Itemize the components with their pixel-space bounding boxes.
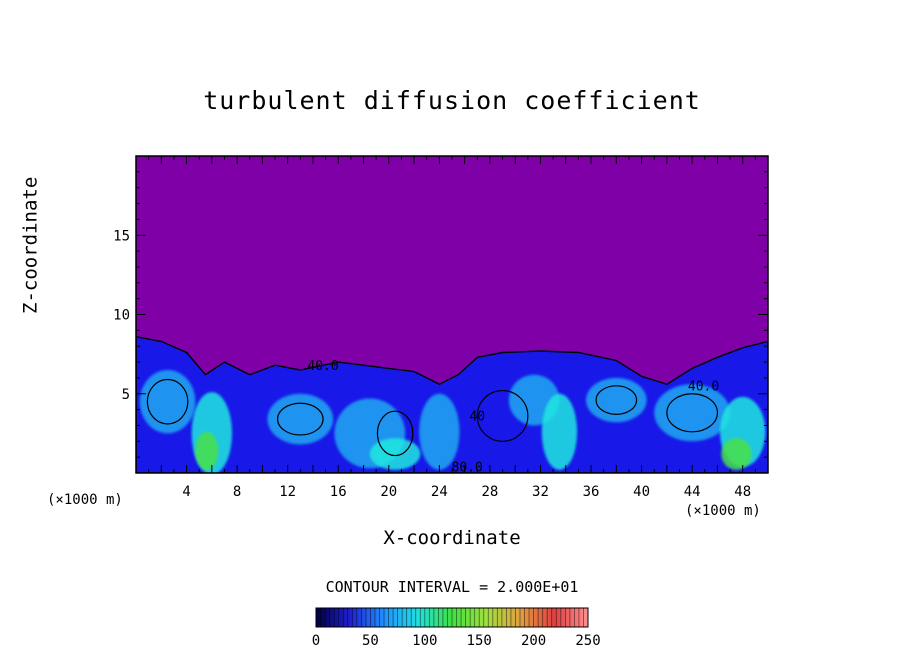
x-tick-label-24: 24 [431,484,448,500]
x-tick-label-28: 28 [481,484,498,500]
x-tick-label-36: 36 [583,484,600,500]
field-blob-9 [585,377,647,423]
colorbar-tick-250: 250 [575,633,600,649]
contour-ring-2 [476,389,529,442]
field-blob-12 [721,438,752,470]
contour-label-3: 80.0 [452,460,483,475]
contour-ring-0 [146,378,189,425]
contour-ring-1 [276,402,324,436]
colorbar-tick-0: 0 [312,633,320,649]
x-tick-label-16: 16 [330,484,347,500]
contour-interval-text: CONTOUR INTERVAL = 2.000E+01 [325,578,579,596]
y-tick-label-10: 10 [113,308,130,324]
field-blob-10 [654,384,731,442]
x-tick-label-32: 32 [532,484,549,500]
contour-ring-4 [666,393,719,433]
field-blob-8 [541,393,578,470]
contour-label-2: 40 [469,410,485,425]
y-tick-label-5: 5 [122,387,130,403]
plot-area [136,156,768,473]
x-tick-label-4: 4 [182,484,190,500]
x-tick-label-44: 44 [684,484,701,500]
y-tick-label-15: 15 [113,228,130,244]
x-tick-label-40: 40 [633,484,650,500]
contour-ring-3 [595,385,638,415]
colorbar-tick-200: 200 [521,633,546,649]
contour-ring-5 [376,410,414,457]
x-tick-label-8: 8 [233,484,241,500]
x-tick-label-48: 48 [734,484,751,500]
x-tick-label-12: 12 [279,484,296,500]
colorbar-tick-100: 100 [412,633,437,649]
field-blob-5 [369,438,421,470]
colorbar-tick-150: 150 [467,633,492,649]
chart-title: turbulent diffusion coefficient [203,86,701,115]
x-unit-right: (×1000 m) [685,503,761,519]
x-axis-label: X-coordinate [383,527,521,549]
contour-label-1: 40.0 [688,380,719,395]
x-tick-label-20: 20 [380,484,397,500]
field-blob-2 [195,431,219,470]
field-blob-6 [419,393,460,470]
x-unit-left: (×1000 m) [47,492,123,508]
y-axis-label: Z-coordinate [19,176,42,314]
contour-label-0: 40.0 [307,359,338,374]
y-axis-ticks: 5 10 15 [113,171,768,458]
colorbar: 0 50 100 150 200 250 [312,607,601,649]
colorbar-tick-50: 50 [362,633,379,649]
x-axis-ticks: 4 8 12 16 20 24 28 32 36 40 44 48 [148,156,756,500]
contour-labels: 40.0 40.0 40 80.0 [307,359,719,475]
field-blob-3 [267,393,334,445]
